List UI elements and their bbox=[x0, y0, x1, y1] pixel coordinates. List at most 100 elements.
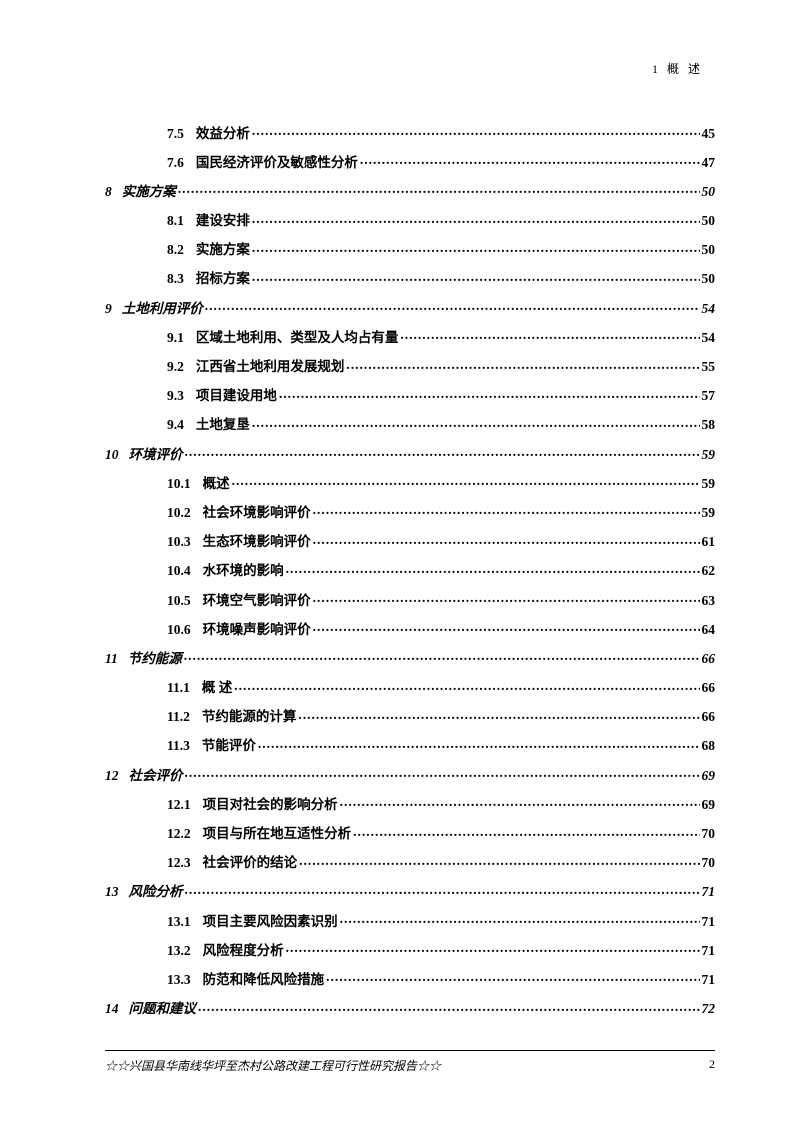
toc-entry-title: 国民经济评价及敏感性分析 bbox=[196, 156, 358, 170]
toc-leader-dots bbox=[185, 445, 700, 459]
toc-entry-page: 47 bbox=[702, 156, 716, 170]
toc-entry-title: 社会评价 bbox=[129, 769, 183, 783]
toc-entry-page: 61 bbox=[702, 535, 716, 549]
toc-leader-dots bbox=[346, 358, 699, 372]
toc-entry: 11.1 概 述 66 bbox=[167, 679, 715, 695]
toc-leader-dots bbox=[298, 708, 699, 722]
toc-entry-title: 社会环境影响评价 bbox=[203, 506, 311, 520]
toc-leader-dots bbox=[185, 883, 700, 897]
toc-entry: 10.3生态环境影响评价61 bbox=[167, 533, 715, 549]
toc-entry-page: 71 bbox=[702, 885, 716, 899]
toc-entry-page: 70 bbox=[702, 827, 716, 841]
toc-entry-title: 风险程度分析 bbox=[203, 944, 284, 958]
toc-entry-title: 概 述 bbox=[202, 681, 232, 695]
toc-leader-dots bbox=[353, 825, 699, 839]
toc-entry-title: 节约能源 bbox=[128, 652, 182, 666]
toc-entry: 12.2 项目与所在地互适性分析 70 bbox=[167, 825, 715, 841]
toc-entry-title: 风险分析 bbox=[129, 885, 183, 899]
toc-entry: 11 节约能源 66 bbox=[105, 649, 715, 665]
toc-entry-title: 水环境的影响 bbox=[203, 564, 284, 578]
toc-entry-page: 45 bbox=[702, 127, 716, 141]
toc-entry-number: 8.1 bbox=[167, 214, 184, 228]
toc-entry-number: 14 bbox=[105, 1002, 119, 1016]
toc-entry-number: 9.2 bbox=[167, 360, 184, 374]
toc-leader-dots bbox=[360, 153, 700, 167]
toc-entry-page: 71 bbox=[702, 973, 716, 987]
toc-entry-number: 12.2 bbox=[167, 827, 191, 841]
toc-entry-page: 66 bbox=[702, 652, 716, 666]
toc-entry: 10.4水环境的影响62 bbox=[167, 562, 715, 578]
toc-entry-page: 57 bbox=[702, 389, 716, 403]
toc-leader-dots bbox=[252, 124, 700, 138]
toc-leader-dots bbox=[340, 912, 700, 926]
toc-leader-dots bbox=[313, 591, 700, 605]
toc-entry-number: 13.1 bbox=[167, 915, 191, 929]
toc-entry-title: 江西省土地利用发展规划 bbox=[196, 360, 345, 374]
toc-entry-title: 招标方案 bbox=[196, 272, 250, 286]
toc-entry: 9.2江西省土地利用发展规划55 bbox=[167, 358, 715, 374]
toc-entry-number: 7.5 bbox=[167, 127, 184, 141]
toc-entry-number: 9.4 bbox=[167, 418, 184, 432]
toc-leader-dots bbox=[400, 328, 699, 342]
toc-entry-title: 项目主要风险因素识别 bbox=[203, 915, 338, 929]
toc-entry-page: 50 bbox=[702, 272, 716, 286]
toc-entry: 11.2节约能源的计算66 bbox=[167, 708, 715, 724]
toc-entry: 8.1 建设安排 50 bbox=[167, 212, 715, 228]
toc-entry-number: 11.3 bbox=[167, 739, 190, 753]
toc-entry: 8.3 招标方案 50 bbox=[167, 270, 715, 286]
toc-leader-dots bbox=[198, 1000, 700, 1014]
toc-entry-page: 70 bbox=[702, 856, 716, 870]
toc-entry: 13.1 项目主要风险因素识别 71 bbox=[167, 912, 715, 928]
toc-leader-dots bbox=[258, 737, 700, 751]
footer-page-number: 2 bbox=[709, 1057, 715, 1074]
toc-entry-title: 环境噪声影响评价 bbox=[203, 623, 311, 637]
toc-entry-page: 69 bbox=[702, 769, 716, 783]
toc-entry-number: 7.6 bbox=[167, 156, 184, 170]
toc-entry-page: 71 bbox=[702, 915, 716, 929]
toc-entry: 9土地利用评价54 bbox=[105, 299, 715, 315]
toc-leader-dots bbox=[286, 562, 700, 576]
toc-entry-number: 9.3 bbox=[167, 389, 184, 403]
toc-entry: 7.6 国民经济评价及敏感性分析 47 bbox=[167, 153, 715, 169]
toc-entry-page: 54 bbox=[702, 331, 716, 345]
toc-entry: 10.5环境空气影响评价63 bbox=[167, 591, 715, 607]
toc-leader-dots bbox=[286, 941, 700, 955]
toc-entry-number: 12 bbox=[105, 769, 119, 783]
toc-entry-title: 项目与所在地互适性分析 bbox=[203, 827, 352, 841]
toc-leader-dots bbox=[326, 970, 699, 984]
toc-entry-title: 概述 bbox=[203, 477, 230, 491]
toc-entry-number: 13.3 bbox=[167, 973, 191, 987]
toc-entry-number: 10.1 bbox=[167, 477, 191, 491]
toc-leader-dots bbox=[252, 212, 700, 226]
toc-entry-title: 区域土地利用、类型及人均占有量 bbox=[196, 331, 399, 345]
toc-entry-number: 8.3 bbox=[167, 272, 184, 286]
toc-leader-dots bbox=[279, 387, 700, 401]
toc-entry-page: 64 bbox=[702, 623, 716, 637]
toc-entry-number: 11.1 bbox=[167, 681, 190, 695]
toc-entry-number: 10.3 bbox=[167, 535, 191, 549]
toc-entry-page: 63 bbox=[702, 594, 716, 608]
toc-entry-number: 11.2 bbox=[167, 710, 190, 724]
toc-leader-dots bbox=[299, 854, 699, 868]
toc-entry: 13.2风险程度分析71 bbox=[167, 941, 715, 957]
toc-entry: 13.3防范和降低风险措施71 bbox=[167, 970, 715, 986]
toc-entry-title: 节约能源的计算 bbox=[202, 710, 297, 724]
toc-entry-page: 50 bbox=[702, 243, 716, 257]
toc-leader-dots bbox=[340, 795, 700, 809]
toc-entry-number: 13 bbox=[105, 885, 119, 899]
footer-title: ☆☆兴国县华南线华坪至杰村公路改建工程可行性研究报告☆☆ bbox=[105, 1057, 441, 1074]
toc-entry-title: 土地利用评价 bbox=[122, 302, 203, 316]
table-of-contents: 7.5效益分析457.6国民经济评价及敏感性分析478实施方案508.1建设安排… bbox=[105, 124, 715, 1016]
toc-entry-page: 66 bbox=[702, 681, 716, 695]
toc-leader-dots bbox=[313, 533, 700, 547]
toc-entry-page: 68 bbox=[702, 739, 716, 753]
toc-entry-page: 54 bbox=[702, 302, 716, 316]
toc-entry: 12 社会评价 69 bbox=[105, 766, 715, 782]
toc-entry-title: 建设安排 bbox=[196, 214, 250, 228]
toc-entry-number: 10.4 bbox=[167, 564, 191, 578]
toc-entry-page: 50 bbox=[702, 214, 716, 228]
toc-entry-number: 11 bbox=[105, 652, 118, 666]
page-footer: ☆☆兴国县华南线华坪至杰村公路改建工程可行性研究报告☆☆ 2 bbox=[105, 1050, 715, 1074]
toc-entry-title: 项目建设用地 bbox=[196, 389, 277, 403]
toc-leader-dots bbox=[252, 270, 700, 284]
